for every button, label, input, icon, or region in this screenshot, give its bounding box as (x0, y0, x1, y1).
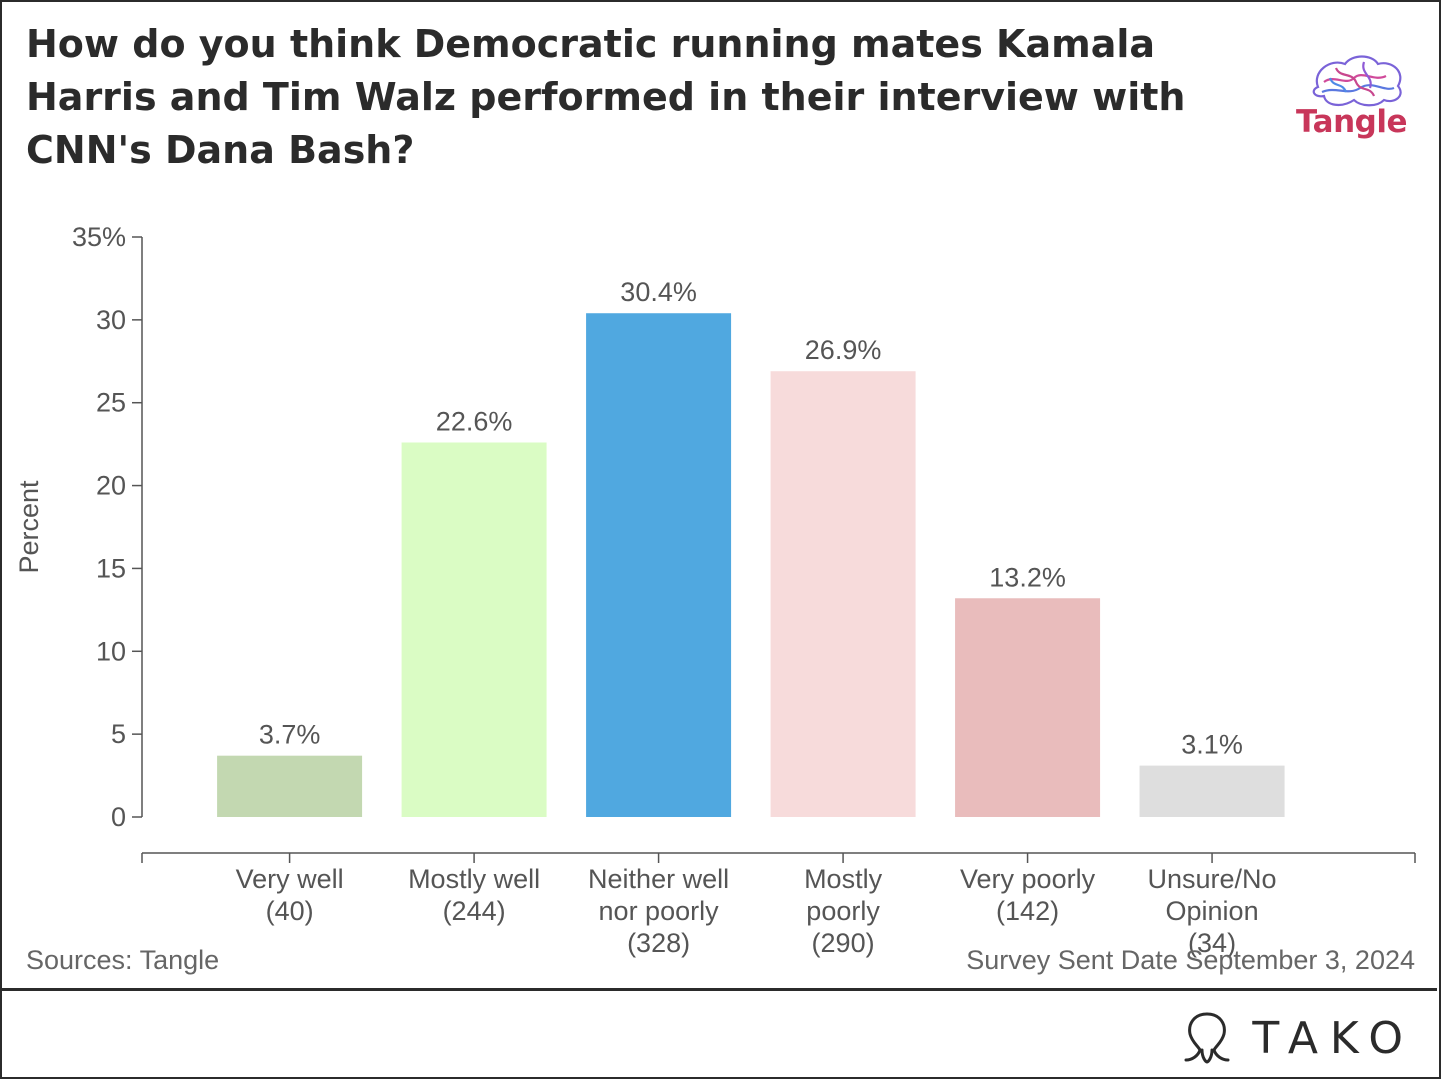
x-tick-label-line: (34) (1188, 928, 1236, 958)
bar (586, 313, 732, 817)
x-tick-label: Very well (40) (236, 864, 344, 926)
x-tick-label-line: Mostly well (408, 864, 540, 894)
x-tick-label-line: poorly (806, 896, 880, 926)
brain-icon (1312, 55, 1402, 107)
y-tick-label: 30 (96, 305, 126, 335)
y-tick-label: 0 (111, 802, 126, 832)
value-labels: 3.7% 22.6% 30.4% 26.9% 13.2% 3.1% (259, 277, 1243, 759)
x-tick-label-line: Neither well (588, 864, 729, 894)
bar (770, 371, 916, 817)
x-tick-label: Very poorly (142) (960, 864, 1096, 926)
bar (217, 755, 363, 817)
x-tick-label-line: Unsure/No (1148, 864, 1277, 894)
survey-date-note: Survey Sent Date September 3, 2024 (966, 945, 1415, 975)
bar-value-label: 13.2% (989, 562, 1066, 592)
x-tick-label-line: Very poorly (960, 864, 1096, 894)
x-tick-label-line: (290) (812, 928, 875, 958)
x-tick-label-line: Very well (236, 864, 344, 894)
y-axis-title: Percent (14, 480, 44, 574)
source-note: Sources: Tangle (26, 945, 220, 975)
bar-value-label: 3.7% (259, 720, 321, 750)
x-tick-label-line: (40) (266, 896, 314, 926)
y-tick-label: 20 (96, 471, 126, 501)
x-tick-label-line: (328) (627, 928, 690, 958)
y-tick-label: 5 (111, 719, 126, 749)
bar-value-label: 3.1% (1181, 730, 1243, 760)
x-tick-label: Mostly well (244) (408, 864, 540, 926)
tangle-logo-text: Tangle (1296, 104, 1407, 140)
y-tick-label: 35% (72, 222, 126, 252)
bar-value-label: 22.6% (436, 406, 513, 436)
x-tick-label-line: nor poorly (599, 896, 720, 926)
bar-chart: 0 5 10 15 20 25 30 35% Percent 3.7% 22.6% 30.4% 26… (14, 222, 1416, 958)
bars (217, 313, 1285, 817)
x-ticks: Very well (40) Mostly well (244) Neither wel… (141, 853, 1416, 958)
y-tick-label: 25 (96, 388, 126, 418)
footer-divider (0, 988, 1437, 991)
x-tick-label: Mostly poorly (290) (804, 864, 883, 958)
bar (955, 598, 1101, 817)
tako-octopus-icon (1184, 1012, 1230, 1064)
x-tick-label-line: Mostly (804, 864, 883, 894)
y-ticks: 0 5 10 15 20 25 30 35% (72, 222, 142, 832)
chart-title: How do you think Democratic running mate… (26, 22, 1186, 172)
x-tick-label-line: Opinion (1166, 896, 1259, 926)
tako-wordmark: TAKO (1252, 1012, 1415, 1064)
x-tick-label-line: (244) (443, 896, 506, 926)
y-tick-label: 10 (96, 636, 126, 666)
bar-value-label: 30.4% (620, 277, 697, 307)
x-tick-label: Neither well nor poorly (328) (588, 864, 729, 958)
bar (1139, 765, 1285, 817)
bar (401, 442, 547, 817)
tangle-logo: Tangle (1290, 52, 1420, 152)
tako-brand: TAKO (1182, 1008, 1415, 1068)
y-tick-label: 15 (96, 553, 126, 583)
bar-value-label: 26.9% (805, 335, 882, 365)
x-tick-label: Unsure/No Opinion (34) (1148, 864, 1277, 958)
x-tick-label-line: (142) (996, 896, 1059, 926)
